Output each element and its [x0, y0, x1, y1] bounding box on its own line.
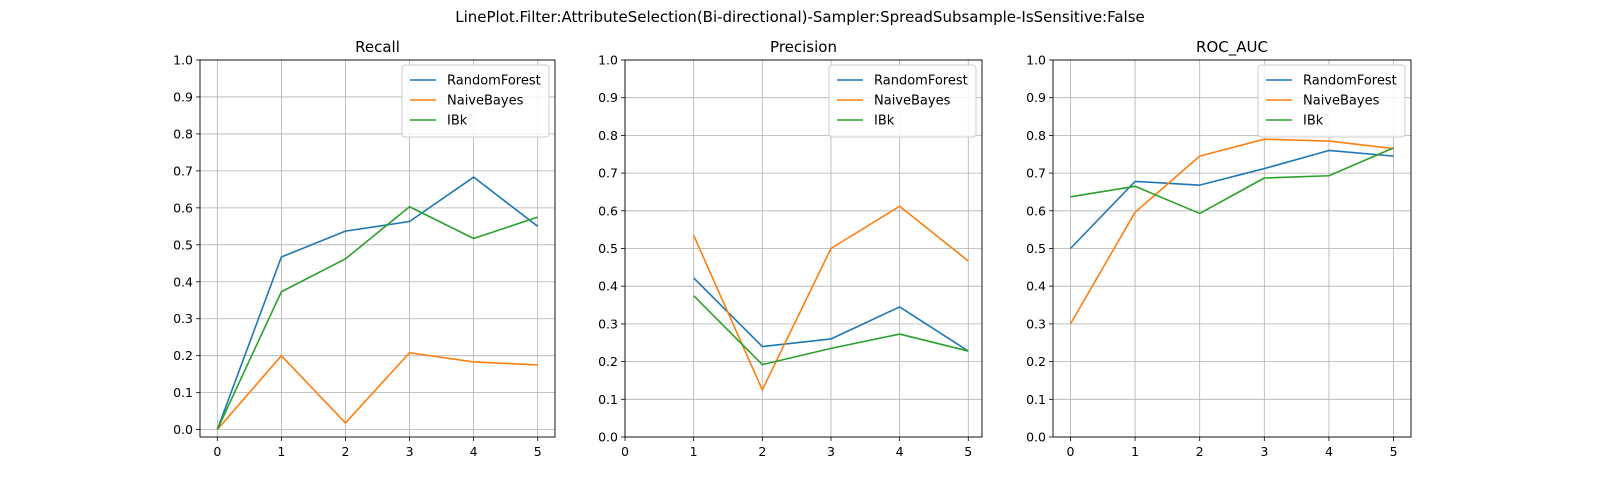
- y-tick-label: 0.4: [173, 274, 193, 289]
- y-tick-label: 0.7: [1026, 166, 1046, 181]
- figure-title: LinePlot.Filter:AttributeSelection(Bi-di…: [455, 8, 1145, 26]
- y-tick-label: 0.3: [1026, 316, 1046, 331]
- chart-panel-3: ROC_AUC 0 1 2 3 4 5 0.0 0.1 0.2 0.3 0.4 0.5 0.6 0.7 0.8…: [1026, 38, 1412, 459]
- y-tick-label: 0.4: [598, 279, 618, 294]
- x-tick-label: 3: [406, 444, 414, 459]
- chart-panel-2: Precision 0 1 2 3 4 5 0.0 0.1 0.2 0.3 0.4 0.5 0.6 0.7 0…: [598, 38, 983, 459]
- y-tick-label: 0.1: [598, 392, 618, 407]
- legend-label-randomforest: RandomForest: [447, 74, 541, 89]
- x-tick-label: 2: [1196, 444, 1204, 459]
- chart-title: ROC_AUC: [1196, 38, 1268, 57]
- legend-box: [828, 64, 977, 138]
- chart-title: Precision: [770, 38, 837, 56]
- y-tick-label: 0.6: [1026, 203, 1046, 218]
- series-line-randomforest: [216, 176, 539, 430]
- x-tick-label: 0: [213, 444, 221, 459]
- x-tick-label: 0: [1066, 444, 1074, 459]
- y-tick-label: 0.8: [598, 128, 618, 143]
- chart-title: Recall: [355, 38, 400, 56]
- y-tick-label: 0.2: [173, 348, 193, 363]
- y-tick-label: 0.8: [173, 126, 193, 141]
- legend-label-randomforest: RandomForest: [1303, 74, 1397, 89]
- y-tick-label: 0.2: [1026, 354, 1046, 369]
- y-tick-label: 0.5: [173, 237, 193, 252]
- x-tick-label: 5: [964, 444, 972, 459]
- y-tick-label: 0.6: [173, 200, 193, 215]
- series-line-ibk: [693, 295, 969, 366]
- series-line-randomforest: [1069, 149, 1394, 250]
- x-tick-label: 0: [621, 444, 629, 459]
- x-tick-label: 4: [1325, 444, 1333, 459]
- x-tick-label: 3: [827, 444, 835, 459]
- legend-label-naivebayes: NaiveBayes: [1303, 94, 1380, 109]
- y-tick-label: 0.3: [598, 316, 618, 331]
- legend-label-randomforest: RandomForest: [874, 74, 968, 89]
- x-tick-label: 1: [1131, 444, 1139, 459]
- y-tick-label: 0.3: [173, 311, 193, 326]
- x-tick-label: 5: [1390, 444, 1398, 459]
- series-line-ibk: [216, 205, 538, 430]
- y-tick-label: 0.0: [173, 422, 193, 437]
- legend-label-naivebayes: NaiveBayes: [447, 94, 524, 109]
- y-tick-label: 1.0: [1026, 53, 1046, 68]
- y-tick-label: 0.7: [173, 163, 193, 178]
- x-tick-label: 1: [277, 444, 285, 459]
- axes-frame: [1052, 59, 1412, 438]
- y-tick-label: 0.7: [598, 166, 618, 181]
- x-tick-label: 2: [341, 444, 349, 459]
- y-tick-label: 0.0: [1026, 430, 1046, 445]
- series-line-randomforest: [693, 277, 969, 352]
- y-tick-label: 0.1: [173, 385, 193, 400]
- legend: RandomForest NaiveBayes IBk: [1257, 64, 1406, 138]
- legend-label-ibk: IBk: [874, 114, 895, 129]
- y-tick-label: 0.6: [598, 203, 618, 218]
- x-tick-label: 3: [1260, 444, 1268, 459]
- legend-label-ibk: IBk: [1303, 114, 1324, 129]
- y-tick-label: 0.5: [598, 241, 618, 256]
- y-tick-label: 0.5: [1026, 241, 1046, 256]
- axes-frame: [199, 59, 556, 438]
- legend: RandomForest NaiveBayes IBk: [828, 64, 977, 138]
- y-tick-label: 0.8: [1026, 128, 1046, 143]
- x-tick-label: 2: [758, 444, 766, 459]
- y-tick-label: 1.0: [598, 53, 618, 68]
- x-tick-label: 4: [470, 444, 478, 459]
- x-tick-label: 4: [896, 444, 904, 459]
- series-line-ibk: [1070, 147, 1394, 215]
- legend-box: [1257, 64, 1406, 138]
- legend-label-naivebayes: NaiveBayes: [874, 94, 951, 109]
- y-tick-label: 0.9: [173, 89, 193, 104]
- series-line-naivebayes: [216, 351, 538, 431]
- y-tick-label: 0.2: [598, 354, 618, 369]
- x-tick-label: 1: [690, 444, 698, 459]
- x-tick-label: 5: [534, 444, 542, 459]
- axes-frame: [624, 59, 983, 438]
- y-tick-label: 0.1: [1026, 392, 1046, 407]
- legend: RandomForest NaiveBayes IBk: [401, 64, 550, 138]
- series-line-naivebayes: [1069, 138, 1394, 325]
- y-tick-label: 0.9: [598, 90, 618, 105]
- legend-box: [401, 64, 550, 138]
- chart-panel-1: Recall 0 1 2 3 4 5 0.0 0.1 0.2 0.3 0.4 0.5 0.6 0.7 0.8 0…: [173, 38, 556, 459]
- y-tick-label: 1.0: [173, 53, 193, 68]
- y-tick-label: 0.0: [598, 430, 618, 445]
- y-tick-label: 0.4: [1026, 279, 1046, 294]
- legend-label-ibk: IBk: [447, 114, 468, 129]
- series-line-naivebayes: [692, 205, 969, 391]
- y-tick-label: 0.9: [1026, 90, 1046, 105]
